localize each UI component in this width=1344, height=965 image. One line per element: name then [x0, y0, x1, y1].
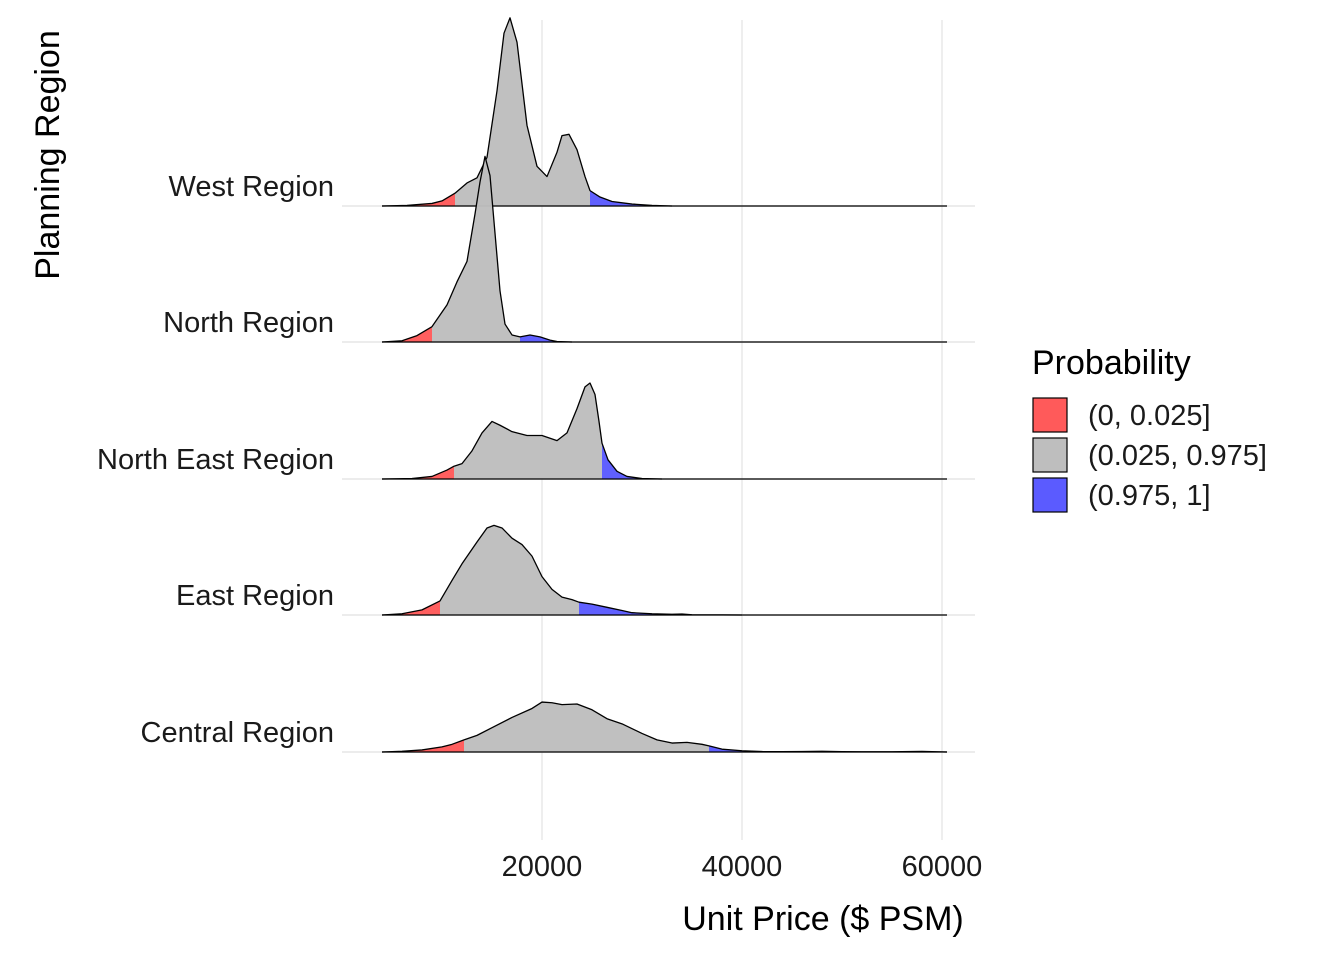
legend-title: Probability	[1032, 344, 1191, 382]
tail-low-area	[382, 466, 454, 479]
ridge-east-region	[381, 524, 947, 616]
grid-layer	[342, 20, 975, 840]
legend-swatch-high	[1032, 477, 1068, 513]
y-tick-label: West Region	[169, 171, 335, 203]
tail-high-area	[579, 602, 742, 615]
density-outline	[381, 155, 573, 343]
y-tick-label: Central Region	[141, 717, 334, 749]
ridge-north-region	[381, 155, 947, 343]
x-axis-title: Unit Price ($ PSM)	[682, 900, 964, 938]
central-area	[455, 17, 590, 207]
central-area	[464, 702, 709, 752]
legend-items: (0, 0.025] (0.025, 0.975] (0.975, 1]	[1032, 397, 1267, 513]
tail-low-area	[382, 739, 464, 752]
y-tick-label: East Region	[176, 580, 334, 612]
x-tick-label: 40000	[702, 851, 783, 883]
tail-low-area	[382, 326, 432, 342]
ridge-central-region	[381, 701, 948, 753]
legend-swatch-mid	[1032, 437, 1068, 473]
central-area	[454, 383, 602, 479]
x-tick-label: 60000	[902, 851, 983, 883]
ridges-layer	[381, 17, 948, 753]
ridge-west-region	[381, 17, 947, 207]
y-tick-labels: West Region North Region North East Region…	[97, 171, 334, 749]
tail-high-area	[590, 190, 672, 206]
legend: Probability (0, 0.025] (0.025, 0.975] (0.9…	[1032, 344, 1267, 513]
density-outline	[381, 524, 743, 616]
ridge-north-east-region	[381, 382, 947, 480]
x-tick-label: 20000	[502, 851, 583, 883]
x-tick-labels: 20000 40000 60000	[502, 851, 983, 883]
legend-label: (0.975, 1]	[1088, 480, 1211, 512]
tail-low-area	[382, 600, 440, 615]
y-axis-title: Planning Region	[29, 30, 67, 280]
legend-swatch-low	[1032, 397, 1068, 433]
density-outline	[381, 382, 663, 480]
legend-label: (0.025, 0.975]	[1088, 440, 1267, 472]
y-tick-label: North Region	[163, 307, 334, 339]
legend-label: (0, 0.025]	[1088, 400, 1211, 432]
y-tick-label: North East Region	[97, 444, 334, 476]
density-outline	[381, 17, 673, 207]
tail-high-area	[602, 443, 662, 479]
central-area	[440, 525, 579, 615]
tail-high-area	[520, 334, 572, 342]
central-area	[432, 156, 520, 342]
